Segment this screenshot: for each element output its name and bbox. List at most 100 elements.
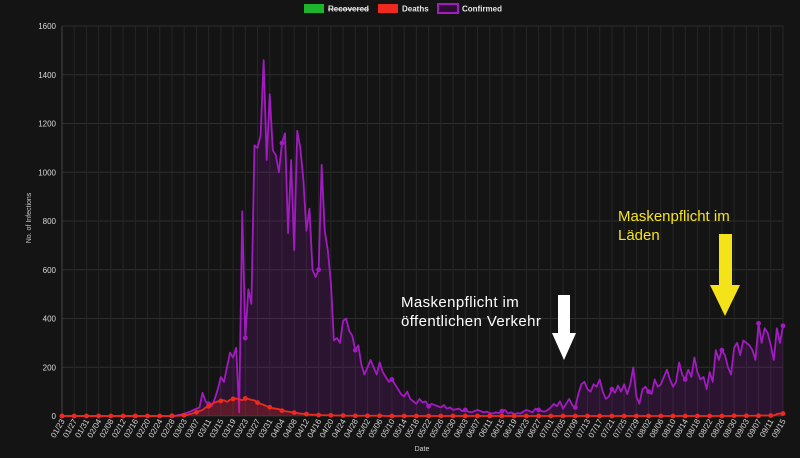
y-axis-title: No. of Infections [26,192,33,243]
point-confirmed[interactable] [646,389,651,395]
point-deaths[interactable] [352,413,358,419]
point-deaths[interactable] [743,413,749,419]
annotation-public-transport: Maskenpflicht im öffentlichen Verkehr [401,294,576,360]
point-deaths[interactable] [413,413,419,419]
legend-label-deaths: Deaths [402,5,429,14]
point-deaths[interactable] [206,403,212,409]
point-deaths[interactable] [279,408,285,414]
point-confirmed[interactable] [426,403,432,409]
point-confirmed[interactable] [682,377,688,382]
point-deaths[interactable] [169,413,175,419]
point-deaths[interactable] [780,411,786,416]
legend: Recovered Deaths Confirmed [304,3,502,14]
point-deaths[interactable] [695,413,700,419]
point-deaths[interactable] [609,413,615,419]
point-deaths[interactable] [84,413,89,419]
series-area-confirmed [62,60,783,416]
point-deaths[interactable] [365,413,370,419]
point-confirmed[interactable] [242,335,248,341]
x-axis-ticks: 01/2301/2701/3102/0402/0802/1202/1602/20… [49,417,788,439]
y-tick-label: 1000 [38,168,56,177]
point-deaths[interactable] [621,413,627,419]
legend-swatch-recovered [304,4,324,13]
legend-item-confirmed[interactable]: Confirmed [437,3,502,14]
point-confirmed[interactable] [279,140,285,146]
annotation-shops-line1: Maskenpflicht im [618,208,730,225]
point-deaths[interactable] [658,413,664,419]
point-deaths[interactable] [438,413,444,419]
point-deaths[interactable] [145,413,150,419]
point-confirmed[interactable] [536,407,541,413]
point-deaths[interactable] [120,413,126,419]
y-tick-label: 1600 [38,22,56,31]
point-deaths[interactable] [670,413,676,419]
point-deaths[interactable] [487,413,493,419]
arrow-down-white-icon [552,295,576,360]
point-deaths[interactable] [756,413,761,419]
point-deaths[interactable] [633,413,639,419]
point-deaths[interactable] [597,413,603,419]
point-deaths[interactable] [267,404,273,410]
point-deaths[interactable] [475,413,480,419]
point-deaths[interactable] [291,410,297,415]
point-deaths[interactable] [181,412,187,418]
point-deaths[interactable] [377,413,383,419]
point-deaths[interactable] [560,413,566,419]
point-deaths[interactable] [108,413,114,419]
legend-item-recovered[interactable]: Recovered [304,4,369,14]
point-confirmed[interactable] [719,347,725,353]
point-deaths[interactable] [230,396,236,402]
point-deaths[interactable] [401,413,407,419]
arrow-down-yellow-icon [710,234,740,316]
annotation-public-transport-line1: Maskenpflicht im [401,294,519,311]
point-deaths[interactable] [304,411,309,417]
legend-item-deaths[interactable]: Deaths [378,4,429,14]
point-confirmed[interactable] [572,405,578,410]
point-deaths[interactable] [242,396,248,401]
legend-swatch-deaths [378,4,398,13]
point-confirmed[interactable] [352,347,358,353]
point-deaths[interactable] [682,413,688,419]
point-confirmed[interactable] [499,408,505,414]
point-deaths[interactable] [316,412,322,418]
point-deaths[interactable] [707,413,713,419]
point-deaths[interactable] [389,413,395,419]
point-deaths[interactable] [340,413,346,418]
point-deaths[interactable] [450,413,456,419]
point-deaths[interactable] [71,413,77,419]
point-deaths[interactable] [132,413,138,419]
point-deaths[interactable] [426,413,432,419]
annotation-public-transport-line2: öffentlichen Verkehr [401,313,541,330]
point-deaths[interactable] [523,413,529,419]
point-deaths[interactable] [548,413,554,419]
point-deaths[interactable] [646,413,651,419]
series-area-deaths [62,398,783,416]
point-deaths[interactable] [536,413,541,419]
point-deaths[interactable] [719,413,725,419]
point-deaths[interactable] [731,413,737,419]
annotation-shops-line2: Läden [618,227,660,244]
point-deaths[interactable] [194,409,199,415]
point-confirmed[interactable] [609,386,615,392]
legend-label-recovered: Recovered [328,5,369,14]
legend-label-confirmed: Confirmed [462,5,502,14]
point-deaths[interactable] [499,413,505,419]
point-deaths[interactable] [157,413,163,419]
point-confirmed[interactable] [389,377,395,382]
point-deaths[interactable] [218,398,224,404]
point-confirmed[interactable] [462,407,468,413]
point-confirmed[interactable] [316,267,322,273]
point-deaths[interactable] [511,413,517,419]
point-deaths[interactable] [585,413,590,419]
point-deaths[interactable] [572,413,578,419]
y-tick-label: 200 [43,363,57,372]
point-deaths[interactable] [768,413,774,418]
point-deaths[interactable] [328,412,334,418]
point-confirmed[interactable] [756,320,761,326]
point-deaths[interactable] [255,400,260,405]
x-axis-title: Date [415,446,430,453]
point-confirmed[interactable] [780,323,786,329]
point-deaths[interactable] [462,413,468,419]
point-deaths[interactable] [59,413,65,419]
point-deaths[interactable] [96,413,102,419]
